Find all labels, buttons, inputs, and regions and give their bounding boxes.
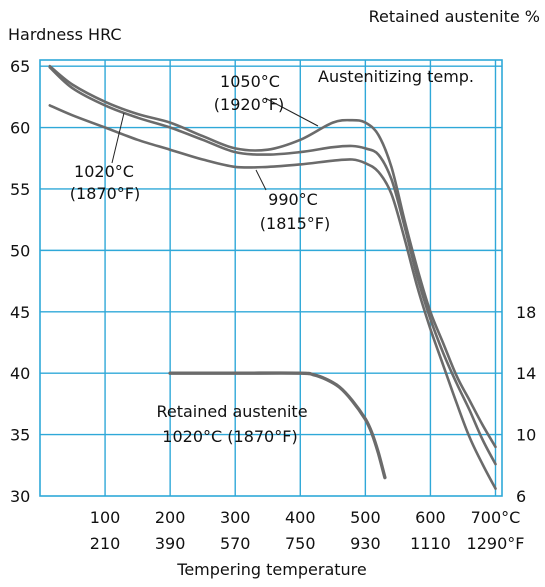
x-tick-label-c: 200 (155, 508, 186, 527)
curves (48, 64, 497, 490)
y-tick-label-left: 65 (10, 57, 30, 76)
y-tick-label-right: 14 (516, 364, 536, 383)
x-tick-label-c: 300 (220, 508, 251, 527)
label-990-f: (1815°F) (260, 214, 330, 233)
y-tick-label-left: 50 (10, 241, 30, 260)
leader-1050 (264, 97, 319, 127)
x-tick-label-c: 400 (285, 508, 316, 527)
y-tick-label-left: 30 (10, 487, 30, 506)
x-tick-label-c: 600 (415, 508, 446, 527)
x-tick-label-f: 1110 (410, 534, 451, 553)
label-1020-f: (1870°F) (70, 184, 140, 203)
x-tick-label-f: 750 (285, 534, 316, 553)
series-line-hrc-1020 (48, 66, 497, 466)
leader-1020 (111, 112, 125, 164)
grid (40, 60, 502, 496)
y-tick-label-left: 35 (10, 426, 30, 445)
label-1020-c: 1020°C (74, 162, 134, 181)
x-axis-label: Tempering temperature (176, 560, 366, 579)
x-tick-label-f: 930 (350, 534, 381, 553)
y-tick-label-right: 6 (516, 487, 526, 506)
y-tick-label-right: 18 (516, 303, 536, 322)
y-tick-label-left: 45 (10, 303, 30, 322)
series-line-retained-austenite (168, 371, 387, 480)
x-tick-label-f: 390 (155, 534, 186, 553)
x-tick-label-f: 210 (90, 534, 121, 553)
y-tick-label-right: 10 (516, 426, 536, 445)
ticks: 100 210 200 390 300 570 400 750 500 930 600 1110 700… (10, 57, 536, 553)
x-tick-label-c: 100 (90, 508, 121, 527)
plot-frame (39, 59, 503, 497)
label-1050-f: (1920°F) (214, 95, 284, 114)
series-line-hrc-990 (48, 104, 497, 490)
x-tick-label-f: 1290°F (467, 534, 525, 553)
y-axis-label-right: Retained austenite % (369, 7, 540, 26)
label-retained-austenite: Retained austenite (156, 402, 307, 421)
y-axis-label-left: Hardness HRC (8, 25, 122, 44)
leader-990 (255, 169, 267, 191)
legend-header: Austenitizing temp. (318, 67, 474, 86)
label-990-c: 990°C (268, 190, 318, 209)
y-tick-label-left: 55 (10, 180, 30, 199)
label-1050-c: 1050°C (220, 72, 280, 91)
label-retained-austenite-temp: 1020°C (1870°F) (162, 427, 297, 446)
series-line-hrc-1050 (48, 64, 497, 449)
x-tick-label-c: 700°C (471, 508, 521, 527)
y-tick-label-left: 60 (10, 119, 30, 138)
y-tick-label-left: 40 (10, 364, 30, 383)
x-tick-label-c: 500 (350, 508, 381, 527)
x-tick-label-f: 570 (220, 534, 251, 553)
